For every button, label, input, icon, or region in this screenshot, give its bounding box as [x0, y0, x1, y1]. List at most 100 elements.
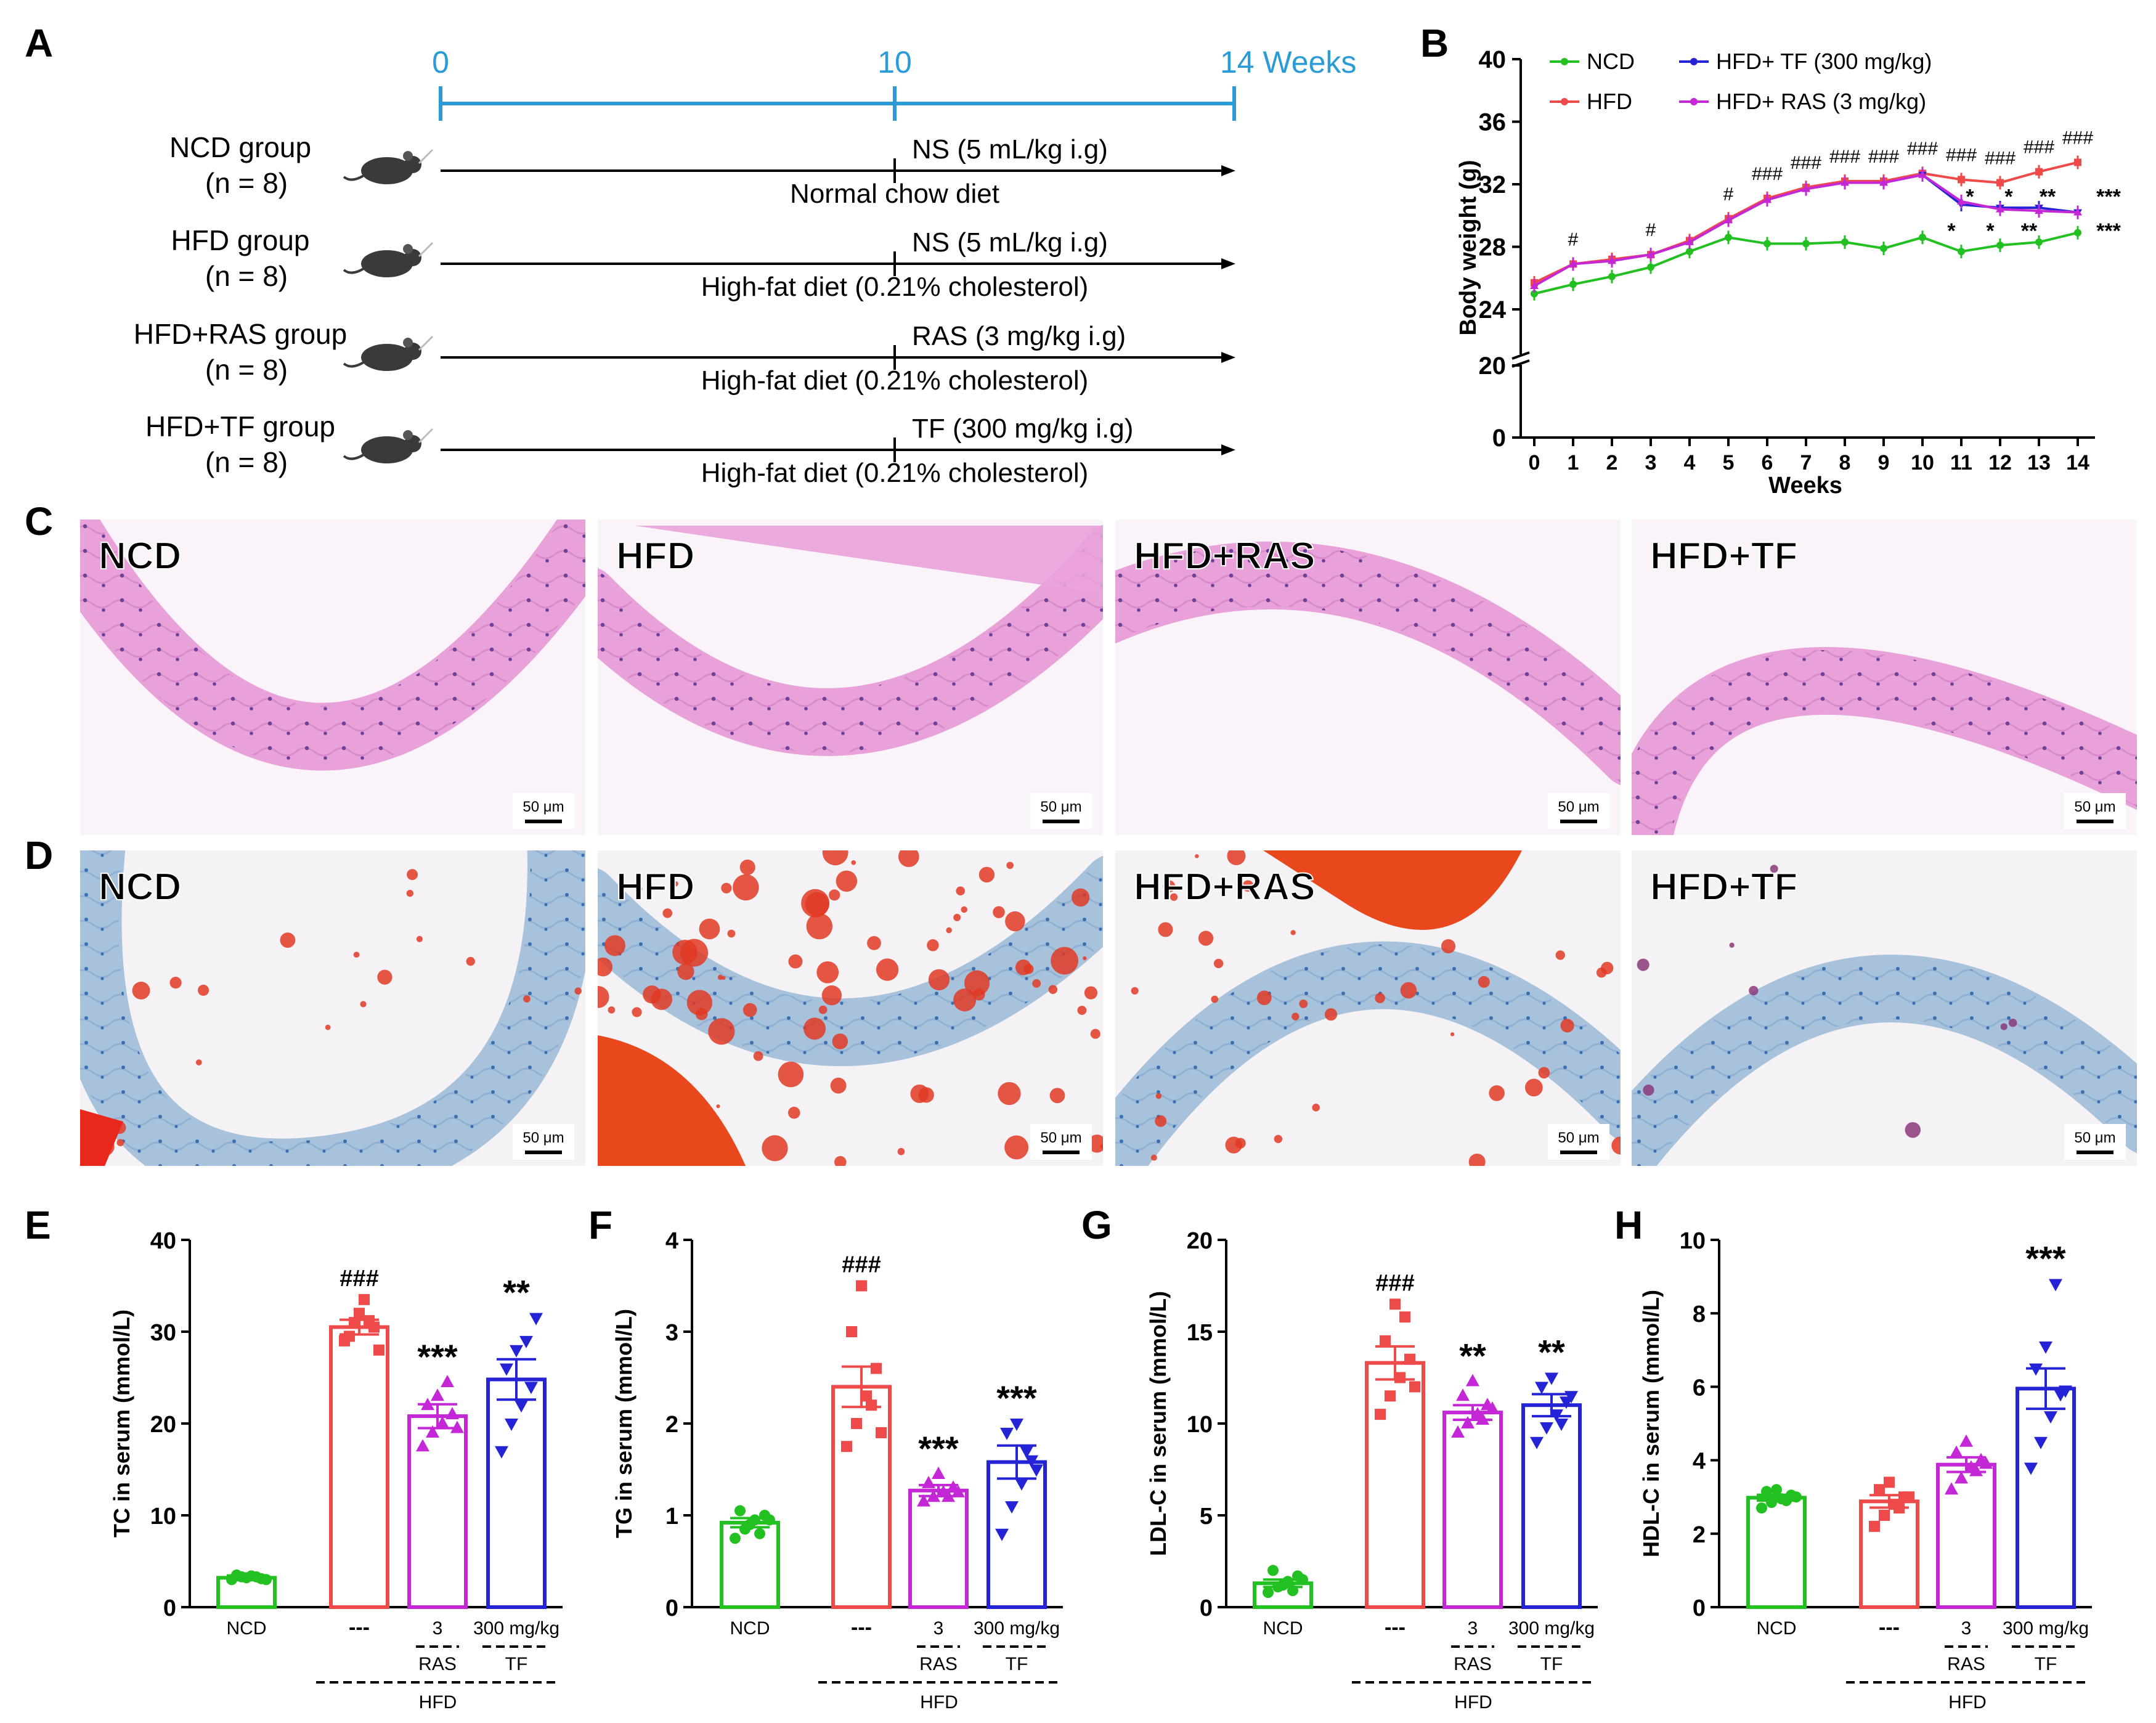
- data-point: [1531, 290, 1538, 298]
- data-point: [1957, 197, 1966, 205]
- lipid-droplet: [742, 1003, 757, 1017]
- mouse-ear: [403, 338, 413, 348]
- category-label: NCD: [1263, 1618, 1303, 1639]
- group-arrow-head: [1221, 258, 1235, 269]
- data-point: [1791, 1491, 1802, 1503]
- vessel-wall-texture: [1115, 944, 1621, 1166]
- lipid-droplet: [1290, 930, 1296, 935]
- data-point: [744, 1518, 755, 1530]
- scale-bar-label: 50 μm: [1558, 1130, 1599, 1146]
- y-tick-label: 30: [150, 1320, 176, 1346]
- lipid-droplet: [1090, 1029, 1100, 1039]
- y-tick-label: 1: [665, 1504, 678, 1530]
- legend-marker: [1561, 98, 1568, 105]
- lipid-droplet: [897, 1147, 905, 1155]
- lipid-droplet: [993, 906, 1005, 919]
- data-point: [1686, 248, 1693, 256]
- data-point: [231, 1569, 242, 1581]
- lipid-droplet: [1468, 1153, 1486, 1166]
- lipid-droplet: [1158, 922, 1173, 937]
- lipid-droplet: [116, 1139, 124, 1147]
- oil-red-o-image: [1632, 850, 2137, 1166]
- significance-star: **: [2021, 219, 2038, 243]
- lipid-droplet: [1100, 1144, 1103, 1149]
- lipid-droplet: [910, 1084, 929, 1103]
- lipid-droplet: [1213, 958, 1224, 969]
- x-tick-label: 6: [1762, 451, 1773, 475]
- y-tick-label: 4: [665, 1228, 678, 1254]
- lipid-droplet: [1072, 888, 1090, 907]
- he-stain-image: [598, 519, 1103, 835]
- panel-group-label: HFD: [616, 535, 694, 577]
- significance-hash: ###: [1791, 153, 1821, 173]
- lipid-droplet: [466, 956, 475, 966]
- data-point: [932, 1466, 945, 1479]
- significance-hash: ###: [1829, 147, 1860, 167]
- lipid-droplet: [1077, 1006, 1087, 1015]
- data-point: [1756, 1502, 1767, 1514]
- lipid-droplet: [325, 1024, 331, 1030]
- data-point: [1802, 184, 1810, 192]
- vessel-wall-texture: [1632, 958, 2137, 1166]
- group-n: (n = 8): [205, 260, 288, 292]
- data-point: [251, 1571, 262, 1582]
- lipid-droplet: [1729, 942, 1735, 948]
- mouse-tail: [343, 361, 365, 368]
- y-axis-title: LDL-C in serum (mmol/L): [1145, 1291, 1171, 1556]
- y-tick-label: 15: [1187, 1320, 1213, 1346]
- bar-chart-g: 0 5 10 15 20 LDL-C in serum (mmol/L) NCD ### ---…: [1145, 1228, 1598, 1713]
- category-label: 300 mg/kg: [2003, 1618, 2089, 1639]
- data-point: [2035, 238, 2043, 246]
- panel-group-label: NCD: [99, 866, 181, 908]
- data-point: [500, 1363, 513, 1376]
- data-point: [1880, 245, 1887, 253]
- data-point: [344, 1330, 355, 1342]
- scale-bar-label: 50 μm: [1558, 799, 1599, 815]
- lipid-droplet: [1211, 995, 1219, 1003]
- data-point: [519, 1335, 533, 1348]
- mouse-icon: [343, 149, 434, 184]
- x-tick-label: 0: [1529, 451, 1540, 475]
- lipid-droplet: [132, 981, 150, 1000]
- x-tick-label: 13: [2027, 451, 2051, 475]
- y-tick-label: 20: [1187, 1228, 1213, 1254]
- data-point: [1903, 1491, 1914, 1503]
- data-point: [876, 1427, 887, 1438]
- data-point: [441, 1374, 454, 1387]
- significance-hash: ###: [1946, 145, 1977, 165]
- x-tick-label: 4: [1684, 451, 1696, 475]
- bar: [1936, 1462, 1996, 1609]
- bar-chart-h: 0 2 4 6 8 10 HDL-C in serum (mmol/L) NCD --- 3 ***…: [1638, 1228, 2092, 1713]
- scale-bar-label: 50 μm: [2074, 1130, 2115, 1146]
- data-point: [1958, 248, 1965, 256]
- y-tick-label: 0: [1492, 425, 1506, 452]
- group-arrow-head: [1221, 165, 1235, 176]
- y-axis-title: TC in serum (mmol/L): [109, 1310, 134, 1538]
- data-point: [2074, 158, 2081, 166]
- data-point: [505, 1419, 518, 1431]
- category-label: 3: [1468, 1618, 1478, 1639]
- group-label: TF: [1540, 1654, 1563, 1674]
- data-point: [1456, 1388, 1470, 1401]
- data-point: [1884, 1477, 1895, 1488]
- lipid-droplet: [632, 1007, 642, 1017]
- x-tick-label: 11: [1950, 451, 1972, 475]
- lipid-droplet: [953, 988, 977, 1012]
- data-point: [1385, 1390, 1396, 1402]
- significance-star: *: [1947, 219, 1956, 243]
- data-point: [951, 1485, 965, 1497]
- data-point: [1996, 205, 2004, 213]
- lipid-droplet: [1155, 1093, 1162, 1099]
- bar: [407, 1414, 468, 1610]
- lipid-droplet: [353, 951, 360, 958]
- mouse-tail: [343, 454, 365, 460]
- significance-hash: ###: [1907, 139, 1938, 159]
- panel-label-c: C: [25, 499, 53, 544]
- timeline-label-0: 0: [432, 45, 449, 79]
- significance-label: ***: [918, 1429, 959, 1468]
- lipid-droplet: [574, 987, 582, 995]
- data-point: [2049, 1279, 2062, 1292]
- y-tick-label: 8: [1693, 1301, 1706, 1327]
- mouse-icon: [343, 335, 434, 371]
